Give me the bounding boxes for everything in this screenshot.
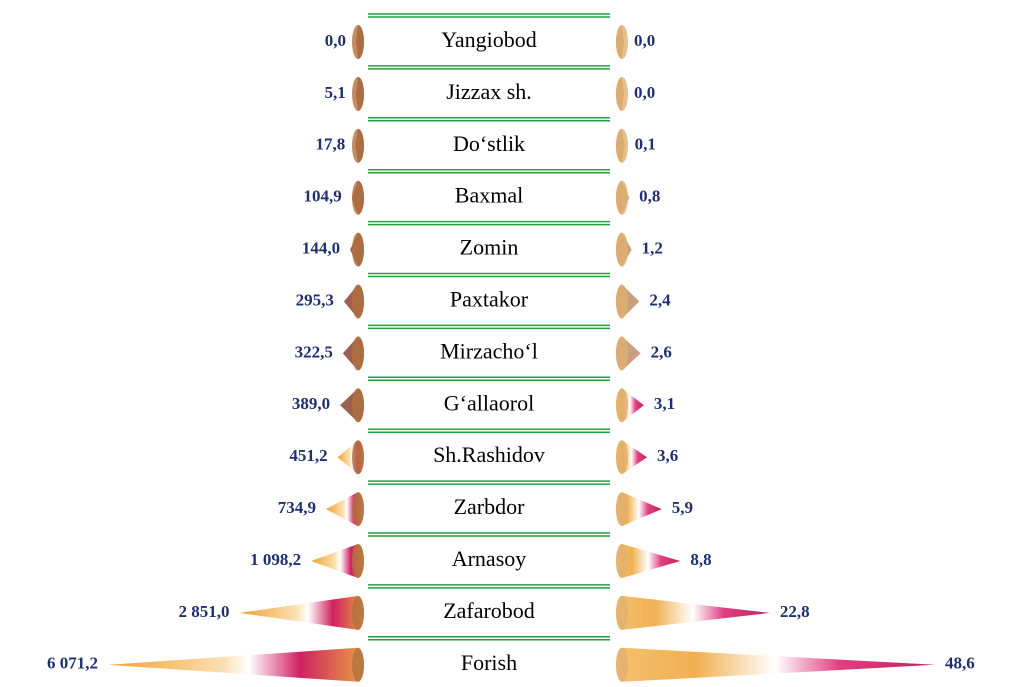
- value-label: 389,0: [292, 394, 330, 413]
- category-label: Paxtakor: [450, 287, 529, 312]
- value-label: 17,8: [316, 135, 346, 154]
- value-label: 295,3: [296, 290, 334, 309]
- cone-base: [352, 388, 364, 422]
- value-label: 0,1: [635, 135, 656, 154]
- cone: [616, 648, 935, 682]
- cone-base: [352, 336, 364, 370]
- cone-base: [616, 648, 628, 682]
- cone-base: [616, 440, 628, 474]
- value-label: 2,4: [649, 290, 671, 309]
- value-label: 48,6: [945, 654, 975, 673]
- cone-base: [616, 336, 628, 370]
- category-label: Sh.Rashidov: [433, 442, 545, 467]
- value-label: 3,6: [657, 446, 678, 465]
- cone-base: [352, 440, 364, 474]
- category-label: Zarbdor: [454, 494, 526, 519]
- category-label: Forish: [461, 650, 517, 675]
- cone: [240, 596, 364, 630]
- value-label: 451,2: [289, 446, 327, 465]
- cone-base: [352, 596, 364, 630]
- value-label: 3,1: [654, 394, 675, 413]
- cone-base: [352, 285, 364, 319]
- value-label: 0,0: [634, 83, 655, 102]
- cone-base: [616, 25, 628, 59]
- cone-base: [352, 25, 364, 59]
- category-label: G‘allaorol: [444, 390, 534, 415]
- category-label: Mirzacho‘l: [440, 338, 538, 363]
- value-label: 0,8: [639, 187, 660, 206]
- value-label: 0,0: [325, 31, 346, 50]
- category-label: Baxmal: [455, 183, 523, 208]
- value-label: 144,0: [302, 239, 340, 258]
- cone-base: [616, 596, 628, 630]
- cone-base: [616, 388, 628, 422]
- value-label: 0,0: [634, 31, 655, 50]
- cone-base: [352, 492, 364, 526]
- value-label: 2 851,0: [179, 602, 230, 621]
- cone-base: [352, 181, 364, 215]
- value-label: 8,8: [690, 550, 711, 569]
- cone-base: [616, 544, 628, 578]
- cone-base: [352, 648, 364, 682]
- category-label: Zafarobod: [443, 598, 535, 623]
- cone-base: [352, 77, 364, 111]
- value-label: 734,9: [278, 498, 316, 517]
- value-label: 6 071,2: [47, 654, 98, 673]
- value-label: 104,9: [303, 187, 341, 206]
- chart: Yangiobod 0,0 0,0 Jizzax sh. 5,1 0,0 Do‘stlik 1…: [0, 0, 1019, 687]
- cone-base: [352, 544, 364, 578]
- value-label: 2,6: [651, 342, 672, 361]
- value-label: 22,8: [780, 602, 810, 621]
- value-label: 322,5: [295, 342, 333, 361]
- category-label: Yangiobod: [441, 27, 537, 52]
- cone-base: [352, 129, 364, 163]
- category-label: Zomin: [460, 235, 519, 260]
- cone-base: [616, 129, 628, 163]
- cone-base: [616, 181, 628, 215]
- category-label: Do‘stlik: [453, 131, 525, 156]
- value-label: 5,9: [672, 498, 693, 517]
- cone-base: [616, 285, 628, 319]
- value-label: 1 098,2: [250, 550, 301, 569]
- cone-base: [616, 492, 628, 526]
- value-label: 5,1: [325, 83, 346, 102]
- category-label: Arnasoy: [452, 546, 527, 571]
- cone-base: [616, 77, 628, 111]
- cone-base: [616, 233, 628, 267]
- cone: [616, 596, 770, 630]
- value-label: 1,2: [642, 239, 663, 258]
- category-label: Jizzax sh.: [446, 79, 532, 104]
- cone-base: [352, 233, 364, 267]
- cone: [108, 648, 364, 682]
